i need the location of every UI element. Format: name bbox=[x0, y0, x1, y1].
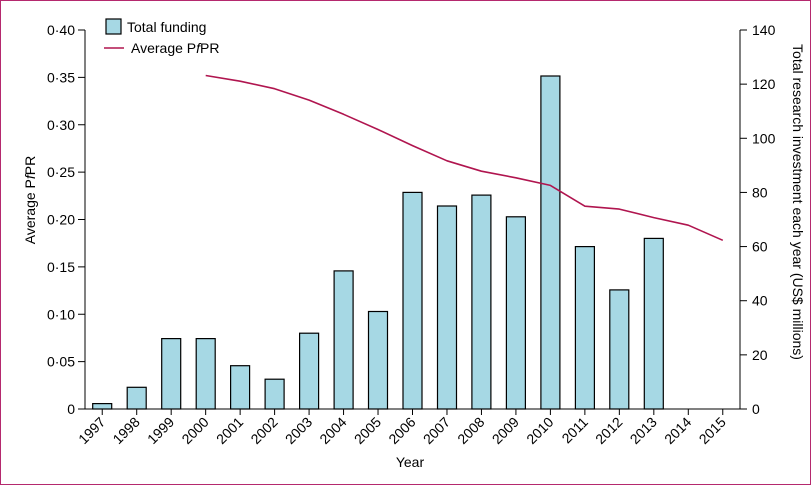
x-tick-label-2002: 2002 bbox=[247, 414, 280, 447]
x-tick-label-1997: 1997 bbox=[75, 414, 108, 447]
bar-2003 bbox=[299, 332, 320, 410]
x-tick-label-1998: 1998 bbox=[109, 414, 142, 447]
y-left-tick-label: 0·15 bbox=[47, 259, 75, 275]
line-layer bbox=[205, 74, 724, 242]
y-axis-left-title: Average PfPR bbox=[22, 156, 38, 244]
bar-2010 bbox=[540, 75, 561, 410]
y-right-tick-label: 40 bbox=[752, 293, 768, 309]
x-tick-label-2012: 2012 bbox=[592, 414, 625, 447]
x-tick-label-2008: 2008 bbox=[454, 414, 487, 447]
x-tick-label-1999: 1999 bbox=[144, 414, 177, 447]
bar-2008 bbox=[471, 194, 492, 410]
y-left-tick-label: 0 bbox=[67, 401, 75, 417]
y-left-tick-label: 0·20 bbox=[47, 212, 75, 228]
legend-swatch-total-funding bbox=[105, 18, 122, 35]
x-tick-label-2000: 2000 bbox=[178, 414, 211, 447]
y-left-tick-label: 0·10 bbox=[47, 306, 75, 322]
x-tick-label-2010: 2010 bbox=[523, 414, 556, 447]
bar-2011 bbox=[574, 246, 596, 410]
bar-2009 bbox=[505, 216, 526, 410]
bar-1997 bbox=[92, 403, 113, 410]
x-tick-label-2009: 2009 bbox=[489, 414, 522, 447]
y-right-tick-label: 60 bbox=[752, 239, 768, 255]
bar-2002 bbox=[264, 378, 285, 410]
bar-1999 bbox=[161, 338, 182, 410]
y-axis-right-title: Total research investment each year (US$… bbox=[790, 44, 806, 360]
x-tick-label-2011: 2011 bbox=[558, 414, 591, 447]
bar-2005 bbox=[367, 310, 389, 410]
legend-label-average-pfpr: Average PfPR bbox=[131, 40, 219, 56]
bar-2000 bbox=[195, 338, 216, 410]
bar-2001 bbox=[230, 365, 251, 410]
bar-2012 bbox=[609, 289, 630, 410]
bar-2013 bbox=[643, 237, 664, 410]
x-tick-label-2001: 2001 bbox=[213, 414, 246, 447]
y-right-tick-label: 140 bbox=[752, 22, 776, 38]
y-left-tick-label: 0·25 bbox=[47, 164, 75, 180]
x-tick-label-2014: 2014 bbox=[661, 414, 694, 447]
bar-1998 bbox=[126, 386, 147, 410]
line-average-pfpr bbox=[205, 74, 724, 242]
bars-layer bbox=[92, 75, 664, 410]
x-tick-label-2013: 2013 bbox=[627, 414, 660, 447]
y-left-tick-label: 0·40 bbox=[47, 22, 75, 38]
x-tick-label-2015: 2015 bbox=[696, 414, 729, 447]
y-right-tick-label: 100 bbox=[752, 130, 776, 146]
bar-2006 bbox=[402, 191, 423, 410]
x-tick-label-2007: 2007 bbox=[420, 414, 453, 447]
y-left-tick-label: 0·05 bbox=[47, 354, 75, 370]
x-tick-label-2004: 2004 bbox=[316, 414, 349, 447]
legend: Total funding Average PfPR bbox=[104, 18, 219, 56]
y-right-tick-label: 120 bbox=[752, 76, 776, 92]
bar-2004 bbox=[333, 270, 354, 410]
y-left-tick-label: 0·35 bbox=[47, 69, 75, 85]
x-tick-label-2006: 2006 bbox=[385, 414, 418, 447]
y-left-tick-label: 0·30 bbox=[47, 117, 75, 133]
y-right-tick-label: 20 bbox=[752, 347, 768, 363]
y-right-tick-label: 0 bbox=[752, 401, 760, 417]
x-axis-title: Year bbox=[396, 454, 425, 470]
x-tick-label-2005: 2005 bbox=[351, 414, 384, 447]
bar-2007 bbox=[436, 205, 458, 410]
y-right-tick-label: 80 bbox=[752, 184, 768, 200]
legend-label-total-funding: Total funding bbox=[127, 19, 206, 35]
x-tick-label-2003: 2003 bbox=[282, 414, 315, 447]
